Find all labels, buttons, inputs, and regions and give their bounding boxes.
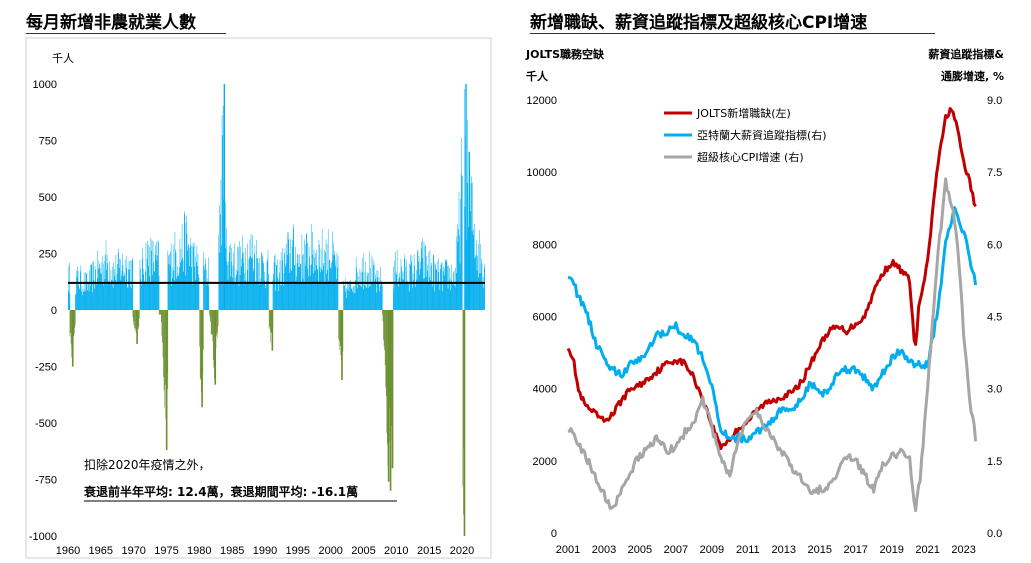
left-title-underline [26,33,226,34]
left-y-tick-label: 750 [39,136,57,148]
left-x-tick-label: 2005 [351,545,375,557]
right-left-y-tick-label: 4000 [533,384,557,396]
left-y-tick-label: -750 [35,475,57,487]
right-x-tick-label: 2001 [556,544,580,556]
right-right-y-tick-label: 0.0 [987,528,1002,540]
left-x-ticks: 1960 1965 1970 1975 1980 1985 1990 1995 2000 2005… [56,545,474,557]
left-x-tick-label: 1995 [286,545,310,557]
left-y-tick-label: -250 [35,362,57,374]
right-left-axis-label-2: 千人 [526,69,549,83]
left-y-ticks: -1000 -750 -500 -250 0 250 500 750 1000 [29,79,57,543]
right-x-tick-label: 2011 [736,544,760,556]
right-right-y-tick-label: 6.0 [987,239,1002,251]
right-left-y-tick-label: 6000 [533,312,557,324]
right-left-y-tick-label: 12000 [526,95,557,107]
recession-trough-bar [387,310,390,482]
right-right-y-tick-label: 7.5 [987,167,1002,179]
legend-label: 亞特蘭大薪資追蹤指標(右) [697,128,827,142]
recession-trough-bar [165,310,168,451]
right-x-tick-label: 2013 [772,544,796,556]
right-x-tick-label: 2023 [951,544,975,556]
right-left-axis-label-1: JOLTS職務空缺 [525,47,605,61]
right-x-tick-label: 2003 [592,544,616,556]
right-x-tick-label: 2009 [700,544,724,556]
right-x-tick-label: 2017 [843,544,867,556]
recession-trough-bar [214,310,217,385]
left-y-tick-label: 250 [39,249,57,261]
supercore-cpi-line [567,177,978,513]
annotation-line-2: 衰退前半年平均: 12.4萬，衰退期間平均: -16.1萬 [83,484,358,499]
right-series-lines [566,107,978,513]
growth-bars [68,89,485,310]
right-right-y-ticks: 0.0 1.5 3.0 4.5 6.0 7.5 9.0 [987,95,1002,540]
growth-peak-bar [465,84,467,310]
right-right-y-tick-label: 9.0 [987,95,1002,107]
left-y-tick-label: 500 [39,192,57,204]
right-x-ticks: 2001 2003 2005 2007 2009 2011 2013 2015 2017 2019… [556,544,976,556]
right-x-tick-label: 2019 [879,544,903,556]
recession-trough-bar [271,310,274,351]
recession-trough-bar [463,310,466,536]
right-x-tick-label: 2021 [915,544,939,556]
recession-trough-bar [201,310,203,408]
left-x-tick-label: 1965 [89,545,113,557]
right-left-y-tick-label: 2000 [533,456,557,468]
right-right-y-tick-label: 3.0 [987,384,1002,396]
left-y-axis-label: 千人 [52,52,74,65]
left-x-tick-label: 1990 [253,545,277,557]
recession-trough-bar [341,310,343,381]
left-x-tick-label: 1960 [56,545,80,557]
left-x-tick-label: 1975 [154,545,178,557]
left-y-tick-label: -1000 [29,531,57,543]
right-left-y-tick-label: 10000 [526,167,557,179]
right-x-tick-label: 2015 [808,544,832,556]
left-x-tick-label: 1985 [220,545,244,557]
jolts-line [566,107,977,451]
right-x-tick-label: 2007 [664,544,688,556]
left-x-tick-label: 1980 [187,545,211,557]
recession-trough-bar [71,310,74,367]
right-left-y-tick-label: 0 [551,528,557,540]
right-chart-title: 新增職缺、薪資追蹤指標及超級核心CPI增速 [530,13,868,33]
left-x-tick-label: 2015 [417,545,441,557]
legend-label: JOLTS新增職缺(左) [696,106,791,120]
recession-trough-bar [389,310,392,491]
right-right-y-tick-label: 4.5 [987,312,1002,324]
left-y-tick-label: -500 [35,418,57,430]
left-chart-title: 每月新增非農就業人數 [26,13,196,33]
right-x-tick-label: 2005 [628,544,652,556]
right-left-y-tick-label: 8000 [533,239,557,251]
left-y-tick-label: 0 [51,305,57,317]
atlanta-wage-line [567,206,978,444]
right-legend: JOLTS新增職缺(左) 亞特蘭大薪資追蹤指標(右) 超級核心CPI增速 (右) [664,106,827,164]
growth-peak-bar [468,151,470,310]
right-title-underline [530,33,935,34]
left-y-tick-label: 1000 [33,79,57,91]
legend-label: 超級核心CPI增速 (右) [697,150,804,164]
growth-peak-bar [223,84,226,310]
left-x-tick-label: 2020 [450,545,474,557]
left-x-tick-label: 2000 [318,545,342,557]
left-x-tick-label: 2010 [384,545,408,557]
right-right-axis-label-2: 通膨增速, % [941,69,1004,83]
recession-trough-bar [391,310,394,469]
right-right-y-tick-label: 1.5 [987,456,1002,468]
right-right-axis-label-1: 薪資追蹤指標& [928,47,1004,61]
right-left-y-ticks: 0 2000 4000 6000 8000 10000 12000 [526,95,557,540]
left-bars [68,84,485,536]
left-x-tick-label: 1970 [121,545,145,557]
left-plot-frame [25,37,492,559]
annotation-line-1: 扣除2020年疫情之外， [84,457,211,472]
recession-trough-bar [136,310,138,344]
